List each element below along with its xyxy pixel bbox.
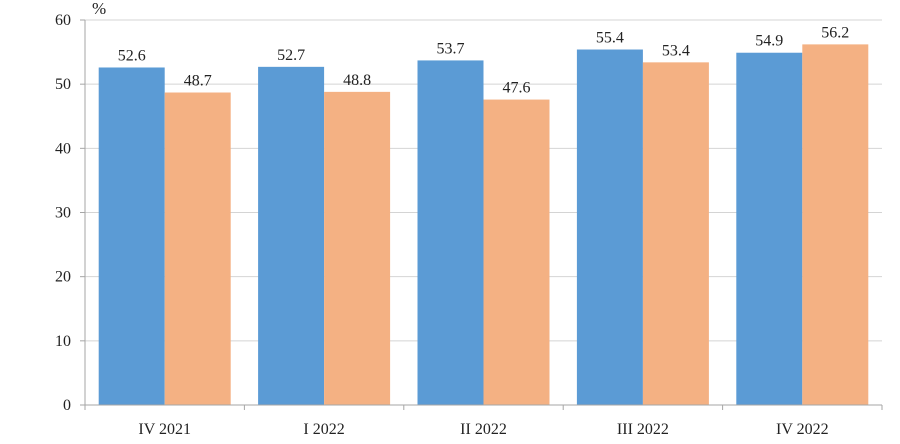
x-axis-categories: IV 2021 I 2022 II 2022 III 2022 IV 2022 xyxy=(138,421,828,438)
bar-series2-iii-2022 xyxy=(642,62,709,405)
data-label: 52.7 xyxy=(277,47,305,64)
y-tick-label: 30 xyxy=(55,205,71,222)
data-label: 56.2 xyxy=(821,24,849,41)
x-category-label: I 2022 xyxy=(303,421,344,438)
y-tick-label: 10 xyxy=(55,333,71,350)
bar-series1-i-2022 xyxy=(258,66,325,405)
x-category-label: IV 2021 xyxy=(138,421,191,438)
y-tick-label: 40 xyxy=(55,140,71,157)
y-tick-label: 0 xyxy=(63,397,71,414)
y-axis-unit-label: % xyxy=(92,0,106,18)
y-tick-label: 60 xyxy=(55,12,71,29)
bar-series1-iii-2022 xyxy=(576,49,643,406)
data-label: 48.8 xyxy=(343,72,371,89)
data-label: 47.6 xyxy=(503,80,531,97)
data-label: 55.4 xyxy=(596,30,624,47)
bar-series1-iv-2022 xyxy=(736,52,803,405)
bars xyxy=(98,44,869,406)
data-label: 53.4 xyxy=(662,42,690,59)
bar-series1-ii-2022 xyxy=(417,60,484,406)
data-label: 52.6 xyxy=(118,47,146,64)
x-category-label: IV 2022 xyxy=(776,421,829,438)
bar-series2-ii-2022 xyxy=(483,99,550,406)
x-category-label: III 2022 xyxy=(617,421,669,438)
bar-series2-iv-2022 xyxy=(802,44,869,406)
bar-series2-iv-2021 xyxy=(164,92,231,405)
data-label: 54.9 xyxy=(755,33,783,50)
data-label: 48.7 xyxy=(184,73,212,90)
y-axis-ticks: 0 10 20 30 40 50 60 xyxy=(55,12,883,414)
y-tick-label: 20 xyxy=(55,269,71,286)
x-category-label: II 2022 xyxy=(460,421,507,438)
bar-series1-iv-2021 xyxy=(98,67,165,405)
bar-series2-i-2022 xyxy=(324,91,391,405)
data-labels: 52.6 48.7 52.7 48.8 53.7 47.6 55.4 53.4 54.9 56.2 xyxy=(118,24,850,96)
data-label: 53.7 xyxy=(437,40,465,57)
y-tick-label: 50 xyxy=(55,76,71,93)
